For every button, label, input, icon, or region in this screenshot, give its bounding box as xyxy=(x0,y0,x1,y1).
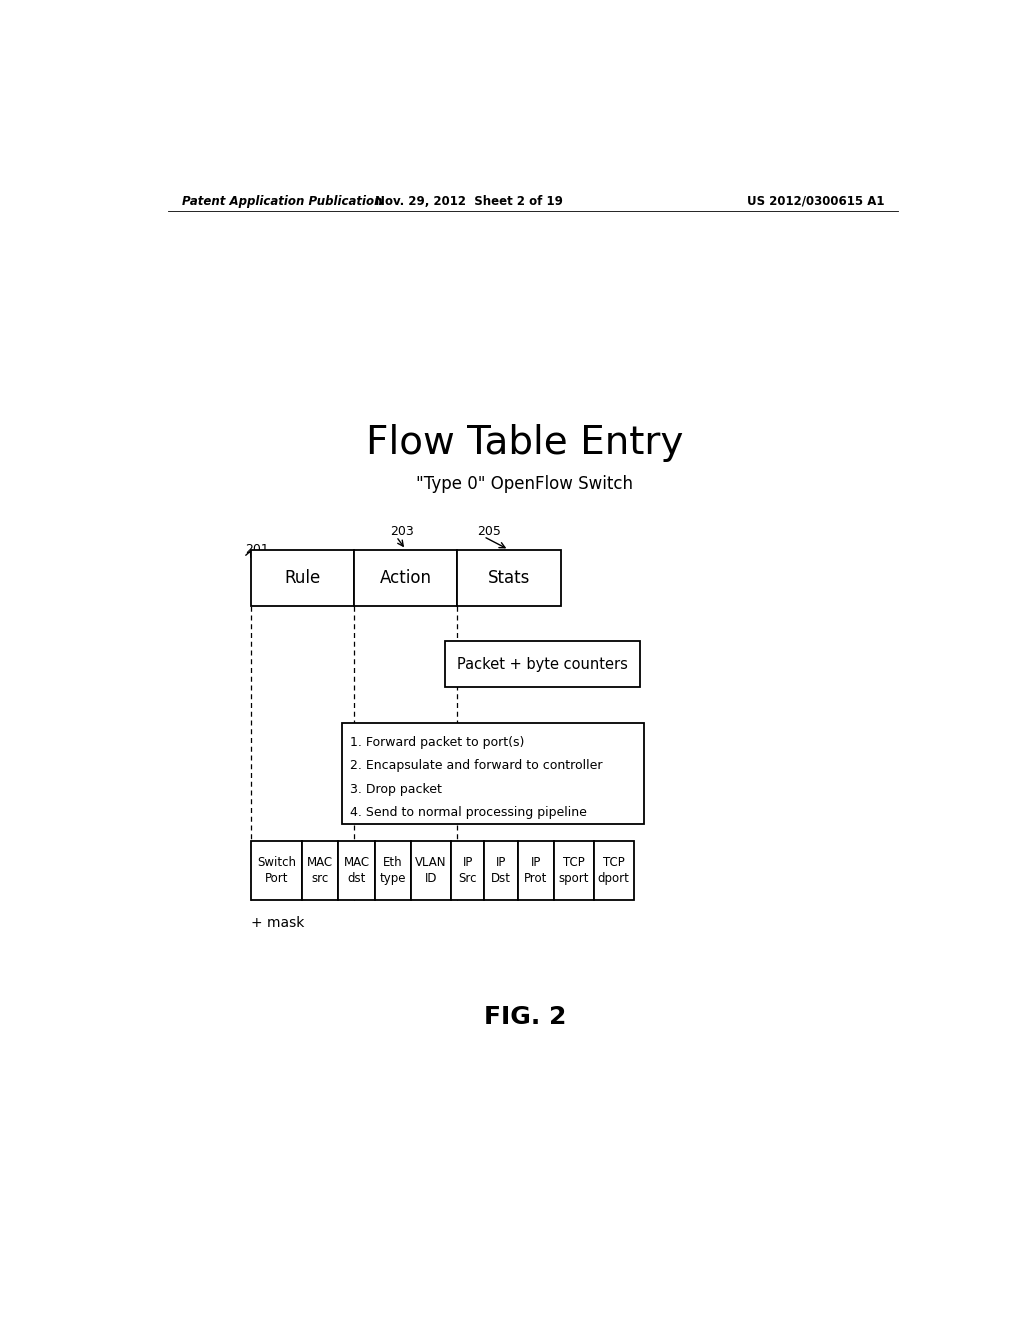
Text: Patent Application Publication: Patent Application Publication xyxy=(182,194,383,207)
Text: MAC
dst: MAC dst xyxy=(343,857,370,886)
Bar xyxy=(445,642,640,686)
Bar xyxy=(302,841,338,900)
Bar xyxy=(458,549,560,606)
Bar xyxy=(518,841,554,900)
Text: Stats: Stats xyxy=(487,569,530,586)
Text: 1. Forward packet to port(s): 1. Forward packet to port(s) xyxy=(350,735,524,748)
Text: Switch
Port: Switch Port xyxy=(257,857,296,886)
Text: "Type 0" OpenFlow Switch: "Type 0" OpenFlow Switch xyxy=(417,475,633,492)
Bar xyxy=(412,841,451,900)
Bar xyxy=(354,549,458,606)
Text: + mask: + mask xyxy=(251,916,304,929)
Text: TCP
sport: TCP sport xyxy=(559,857,589,886)
Bar xyxy=(251,841,302,900)
Text: Packet + byte counters: Packet + byte counters xyxy=(458,656,628,672)
Bar xyxy=(451,841,484,900)
Bar xyxy=(375,841,412,900)
Text: 2. Encapsulate and forward to controller: 2. Encapsulate and forward to controller xyxy=(350,759,603,772)
Text: US 2012/0300615 A1: US 2012/0300615 A1 xyxy=(748,194,885,207)
Bar xyxy=(594,841,634,900)
Text: Eth
type: Eth type xyxy=(380,857,407,886)
Text: IP
Prot: IP Prot xyxy=(524,857,548,886)
Text: 205: 205 xyxy=(477,525,501,539)
Bar xyxy=(554,841,594,900)
Bar xyxy=(338,841,375,900)
Text: 201: 201 xyxy=(246,544,269,556)
Text: Action: Action xyxy=(380,569,432,586)
Text: Nov. 29, 2012  Sheet 2 of 19: Nov. 29, 2012 Sheet 2 of 19 xyxy=(376,194,563,207)
Bar xyxy=(484,841,518,900)
Text: IP
Src: IP Src xyxy=(459,857,477,886)
Text: VLAN
ID: VLAN ID xyxy=(416,857,446,886)
Text: Flow Table Entry: Flow Table Entry xyxy=(367,424,683,462)
Text: 4. Send to normal processing pipeline: 4. Send to normal processing pipeline xyxy=(350,807,587,818)
Text: 3. Drop packet: 3. Drop packet xyxy=(350,783,442,796)
Text: Rule: Rule xyxy=(285,569,321,586)
Text: FIG. 2: FIG. 2 xyxy=(483,1006,566,1030)
Text: MAC
src: MAC src xyxy=(307,857,333,886)
Text: TCP
dport: TCP dport xyxy=(598,857,630,886)
Text: IP
Dst: IP Dst xyxy=(490,857,511,886)
Bar xyxy=(251,549,354,606)
Bar xyxy=(342,722,644,824)
Text: 203: 203 xyxy=(390,525,414,539)
